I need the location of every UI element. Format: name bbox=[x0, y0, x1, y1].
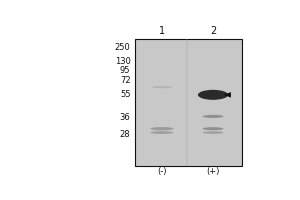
Ellipse shape bbox=[150, 127, 173, 130]
Bar bbox=[135, 39, 242, 166]
Text: 95: 95 bbox=[120, 66, 130, 75]
Text: 1: 1 bbox=[159, 26, 165, 36]
Text: 28: 28 bbox=[120, 130, 130, 139]
Ellipse shape bbox=[202, 127, 224, 130]
Ellipse shape bbox=[202, 115, 224, 118]
Polygon shape bbox=[224, 92, 231, 98]
Text: 72: 72 bbox=[120, 76, 130, 85]
Ellipse shape bbox=[150, 131, 173, 134]
Text: 55: 55 bbox=[120, 90, 130, 99]
Text: 130: 130 bbox=[115, 57, 130, 66]
Text: 36: 36 bbox=[120, 113, 130, 122]
Ellipse shape bbox=[152, 86, 172, 88]
Ellipse shape bbox=[202, 131, 224, 134]
Text: (+): (+) bbox=[206, 167, 220, 176]
Ellipse shape bbox=[198, 90, 228, 100]
Text: 250: 250 bbox=[115, 43, 130, 52]
Text: (-): (-) bbox=[157, 167, 167, 176]
Text: 2: 2 bbox=[210, 26, 216, 36]
